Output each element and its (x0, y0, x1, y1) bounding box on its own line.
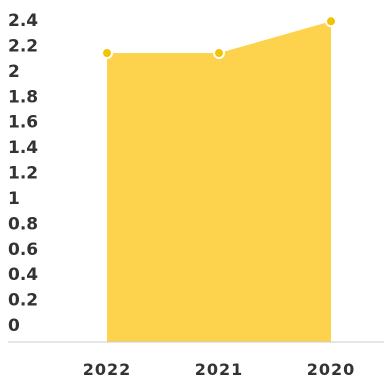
y-tick-label: 2.4 (8, 11, 38, 31)
data-point-2021[interactable] (213, 47, 225, 60)
y-tick-label: 2 (8, 62, 20, 82)
y-axis-ticks: 0 0.2 0.4 0.6 0.8 1 1.2 1.4 1.6 1.8 2 2.2 2.4 (8, 11, 38, 336)
y-tick-label: 1 (8, 189, 20, 209)
x-axis-ticks: 2022 2021 2020 (83, 360, 356, 378)
x-tick-label: 2021 (195, 360, 244, 378)
area-series (107, 21, 331, 342)
x-tick-label: 2022 (83, 360, 132, 378)
plot-area (8, 15, 384, 343)
y-tick-label: 1.4 (8, 138, 38, 158)
y-tick-label: 0.8 (8, 214, 38, 234)
y-tick-label: 0.6 (8, 240, 38, 260)
y-tick-label: 1.6 (8, 113, 38, 133)
data-point-2020[interactable] (325, 15, 337, 28)
y-tick-label: 0.4 (8, 265, 38, 285)
data-point-2022[interactable] (101, 47, 113, 60)
y-tick-label: 1.2 (8, 164, 38, 184)
y-tick-label: 0.2 (8, 291, 38, 311)
y-tick-label: 1.8 (8, 87, 38, 107)
y-tick-label: 2.2 (8, 36, 38, 56)
x-tick-label: 2020 (307, 360, 356, 378)
y-tick-label: 0 (8, 316, 20, 336)
